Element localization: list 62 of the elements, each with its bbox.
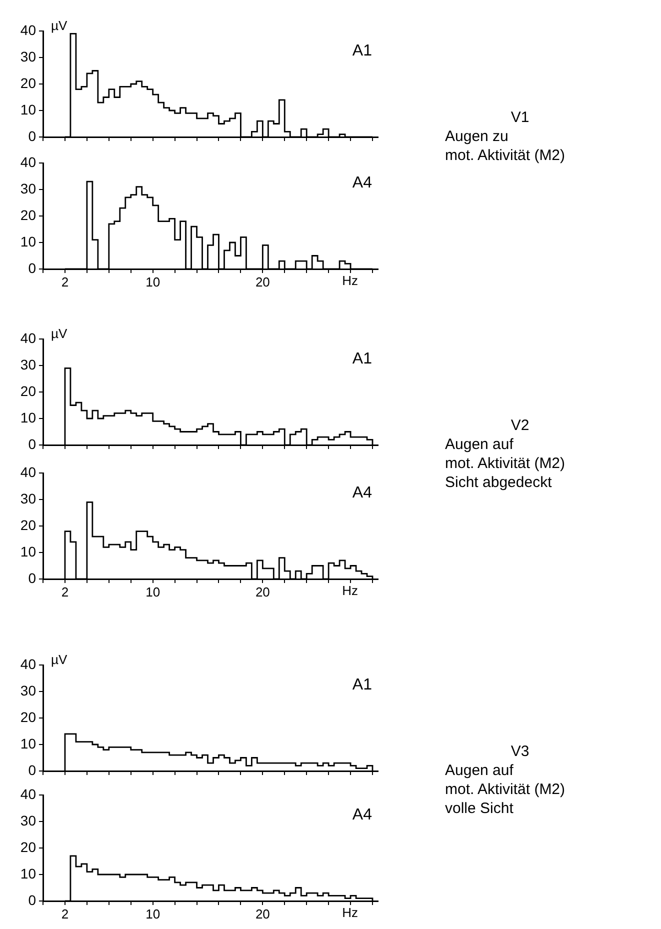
y-tick-label: 0 bbox=[28, 892, 36, 908]
y-tick-label: 10 bbox=[20, 409, 36, 426]
y-axis-title: µV bbox=[51, 18, 68, 34]
text: volle Sicht bbox=[445, 799, 514, 818]
y-tick-label: 30 bbox=[20, 812, 36, 828]
text: V3 bbox=[510, 742, 530, 761]
y-tick-label: 0 bbox=[28, 762, 36, 778]
y-tick-label: 40 bbox=[20, 656, 36, 672]
text: A4 bbox=[352, 174, 372, 192]
text: A1 bbox=[352, 350, 372, 368]
y-tick-label: 30 bbox=[20, 48, 36, 64]
y-tick-label: 20 bbox=[20, 74, 36, 91]
y-tick-label: 20 bbox=[20, 382, 36, 399]
y-tick-label: 10 bbox=[20, 865, 36, 882]
x-tick-label: 2 bbox=[61, 906, 69, 922]
y-tick-label: 30 bbox=[20, 682, 36, 698]
text: Sicht abgedeckt bbox=[445, 473, 553, 492]
y-tick-label: 40 bbox=[20, 786, 36, 802]
text: V1 bbox=[510, 108, 530, 127]
y-tick-label: 40 bbox=[20, 330, 36, 346]
y-tick-label: 40 bbox=[20, 464, 36, 480]
text: Augen auf bbox=[445, 761, 514, 780]
text: A4 bbox=[352, 484, 372, 502]
y-tick-label: 20 bbox=[20, 206, 36, 223]
y-tick-label: 0 bbox=[28, 128, 36, 144]
y-tick-label: 0 bbox=[28, 570, 36, 586]
y-tick-label: 10 bbox=[20, 735, 36, 752]
y-tick-label: 10 bbox=[20, 543, 36, 560]
x-tick-label: 10 bbox=[146, 274, 160, 290]
y-tick-label: 30 bbox=[20, 356, 36, 372]
text: mot. Aktivität (M2) bbox=[445, 780, 566, 799]
text: A1 bbox=[352, 676, 372, 694]
y-tick-label: 40 bbox=[20, 22, 36, 38]
y-tick-label: 20 bbox=[20, 708, 36, 725]
x-tick-label: 20 bbox=[255, 584, 270, 600]
x-tick-label: 20 bbox=[255, 274, 270, 290]
y-tick-label: 10 bbox=[20, 101, 36, 118]
x-tick-label: 10 bbox=[146, 906, 160, 922]
text: Augen zu bbox=[445, 127, 510, 146]
text: A1 bbox=[352, 42, 372, 60]
x-tick-label: 2 bbox=[61, 274, 69, 290]
text: A4 bbox=[352, 806, 372, 824]
y-tick-label: 30 bbox=[20, 490, 36, 506]
x-axis-title: Hz bbox=[342, 905, 358, 920]
x-axis-title: Hz bbox=[342, 273, 358, 288]
y-tick-label: 40 bbox=[20, 154, 36, 170]
x-axis-title: Hz bbox=[342, 583, 358, 598]
y-tick-label: 20 bbox=[20, 838, 36, 855]
text: Augen auf bbox=[445, 435, 514, 454]
text: mot. Aktivität (M2) bbox=[445, 454, 566, 473]
text: V2 bbox=[510, 416, 530, 435]
y-axis-title: µV bbox=[51, 326, 68, 342]
y-tick-label: 20 bbox=[20, 516, 36, 533]
y-axis-title: µV bbox=[51, 652, 68, 668]
y-tick-label: 0 bbox=[28, 436, 36, 452]
x-tick-label: 10 bbox=[146, 584, 160, 600]
y-tick-label: 10 bbox=[20, 233, 36, 250]
y-tick-label: 30 bbox=[20, 180, 36, 196]
text: mot. Aktivität (M2) bbox=[445, 146, 566, 165]
x-tick-label: 20 bbox=[255, 906, 270, 922]
x-tick-label: 2 bbox=[61, 584, 69, 600]
y-tick-label: 0 bbox=[28, 260, 36, 276]
